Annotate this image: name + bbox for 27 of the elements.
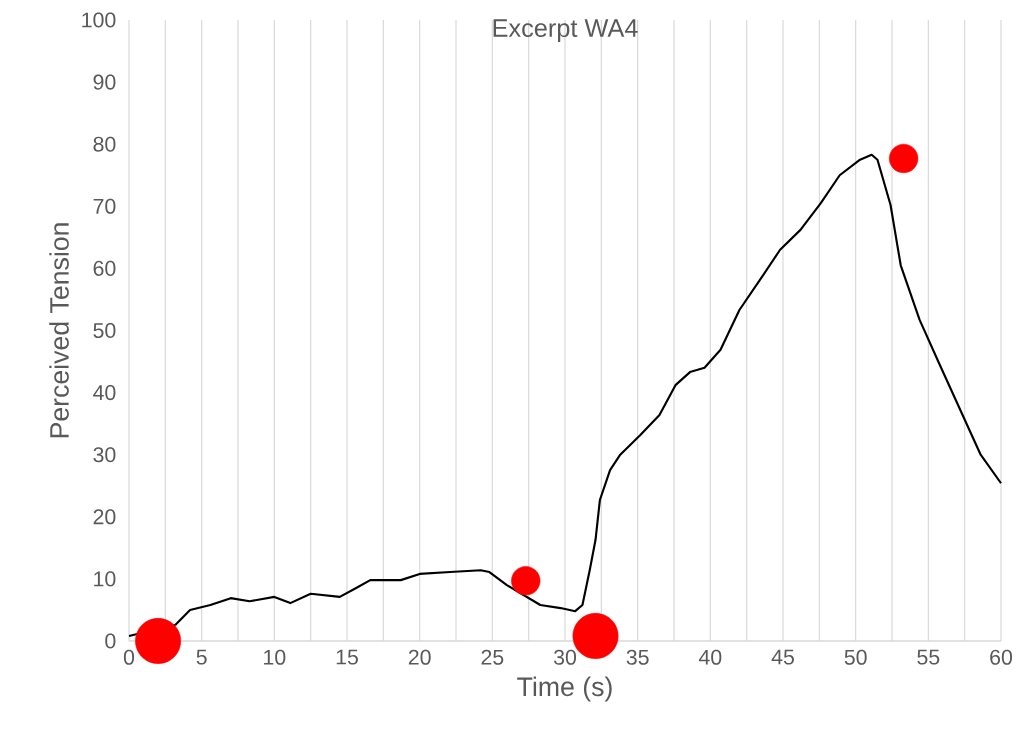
y-tick-label: 100 [82,12,116,28]
y-tick-label: 30 [93,447,116,463]
x-tick-label: 45 [771,649,794,665]
y-tick-label: 20 [93,509,116,525]
x-tick-label: 35 [626,649,649,665]
x-tick-label: 30 [553,649,577,665]
x-tick-label: 10 [264,649,286,665]
y-tick-label: 70 [93,198,116,214]
y-tick-label: 10 [94,571,116,587]
x-tick-label: 5 [196,649,207,665]
y-tick-label: 90 [93,74,116,90]
x-tick-label: 60 [990,649,1013,665]
x-tick-label: 40 [698,649,722,665]
y-axis-title: Perceived Tension [49,223,69,438]
x-tick-label: 55 [917,649,940,665]
x-tick-label: 20 [408,649,431,665]
x-axis-title: Time (s) [517,676,612,702]
chart-title: Excerpt WA4 [493,19,638,43]
x-tick-label: 15 [336,649,358,665]
x-tick-label: 0 [123,649,135,665]
y-tick-label: 50 [93,322,116,339]
y-tick-label: 60 [93,260,116,276]
x-tick-label: 50 [844,649,867,665]
x-tick-label: 25 [481,649,504,665]
y-tick-label: 80 [93,136,116,152]
y-tick-label: 0 [105,633,116,649]
y-tick-label: 40 [93,385,116,401]
